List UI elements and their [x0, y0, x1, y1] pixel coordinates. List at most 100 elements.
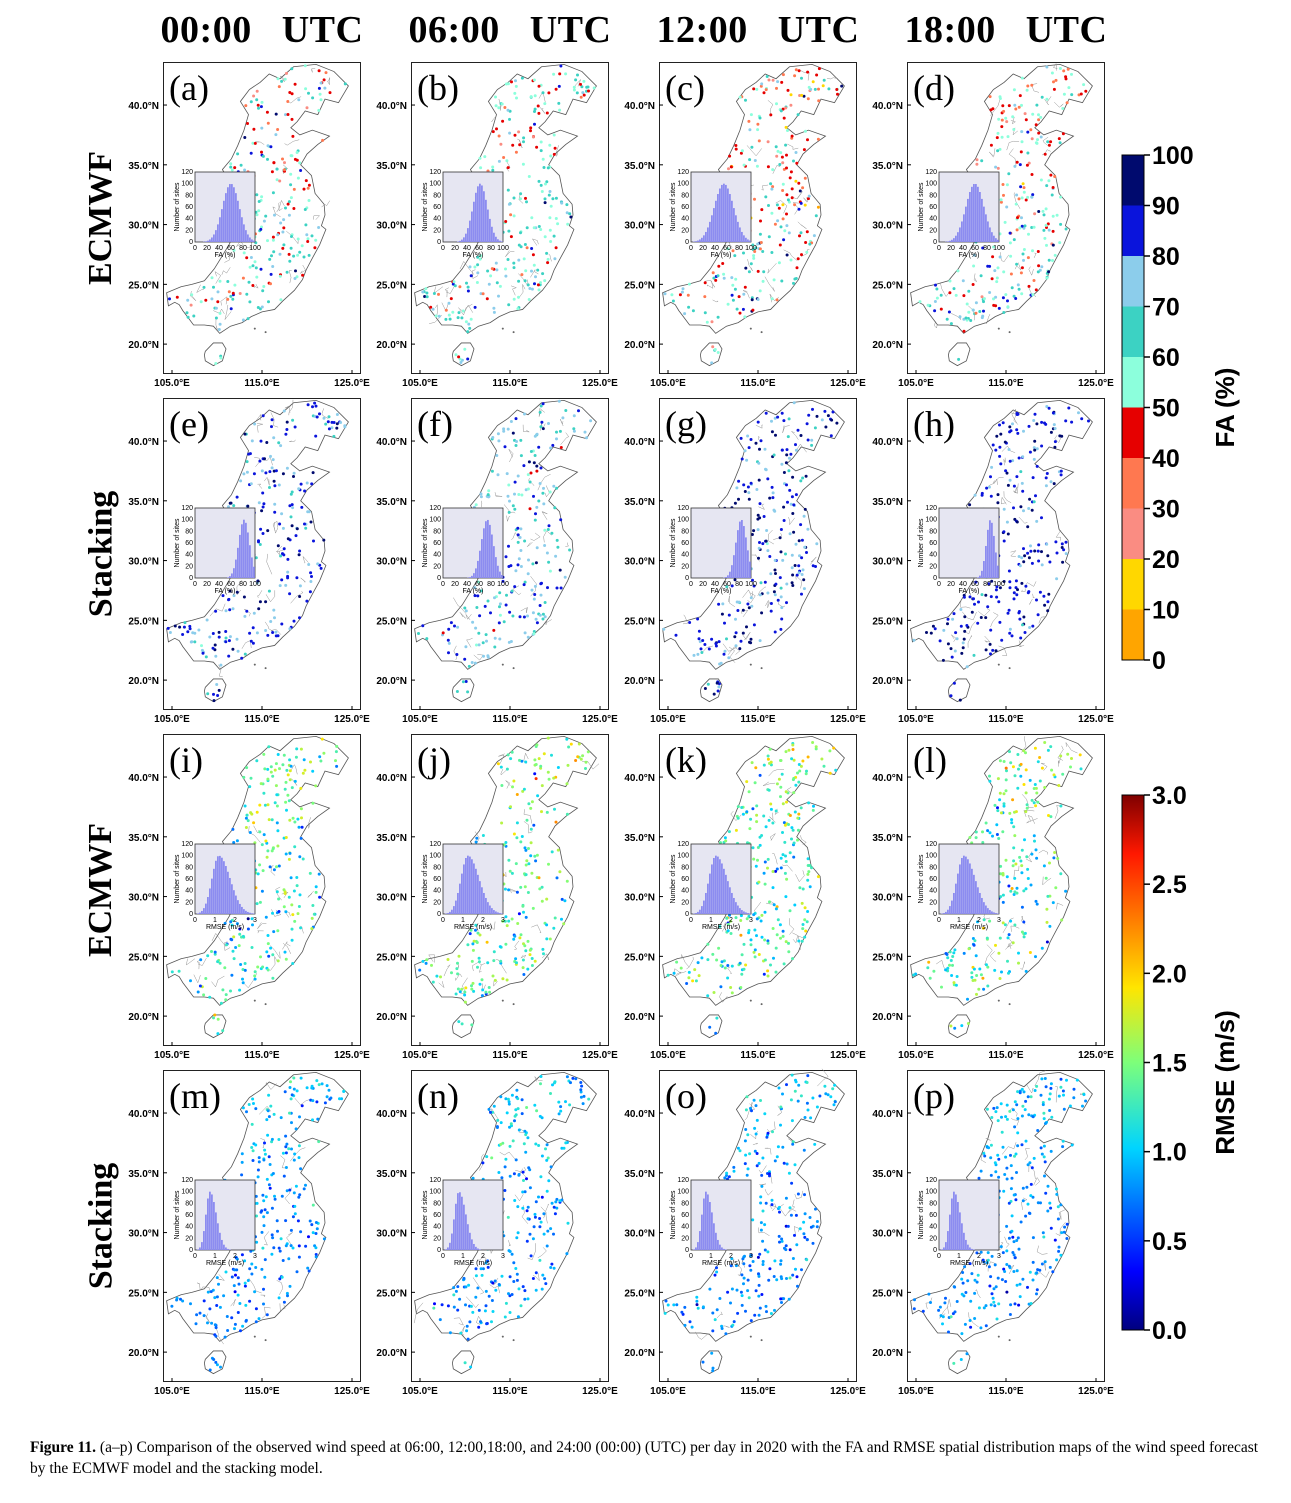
station-dot — [989, 108, 993, 112]
station-dot — [513, 1119, 516, 1123]
station-dot — [539, 404, 543, 408]
station-dot — [258, 830, 262, 834]
station-dot — [986, 829, 990, 833]
station-dot — [480, 994, 484, 998]
station-dot — [781, 182, 785, 186]
station-dot — [798, 189, 802, 193]
station-dot — [466, 690, 470, 694]
station-dot — [792, 855, 796, 859]
station-dot — [519, 549, 523, 552]
station-dot — [460, 987, 464, 991]
histogram-bar — [201, 1242, 203, 1250]
histogram-bar — [221, 1239, 223, 1250]
station-dot — [1008, 627, 1012, 631]
histogram-bar — [249, 237, 251, 242]
map-frame — [659, 398, 857, 710]
station-dot — [707, 647, 711, 651]
station-dot — [783, 871, 787, 875]
station-dot — [1056, 857, 1060, 860]
boundary-line — [518, 284, 526, 299]
histogram-xtick: 20 — [203, 581, 211, 588]
station-dot — [748, 128, 752, 132]
histogram-bar — [245, 910, 247, 914]
station-dot — [518, 615, 522, 619]
station-dot — [556, 766, 560, 769]
station-dot — [189, 979, 192, 983]
station-dot — [777, 206, 781, 210]
station-dot — [766, 866, 769, 870]
lat-label: 25.0°N — [376, 952, 407, 963]
station-dot — [534, 777, 538, 781]
station-dot — [526, 939, 530, 943]
station-dot — [790, 581, 794, 585]
station-dot — [1019, 774, 1023, 778]
station-dot — [282, 1300, 286, 1304]
station-dot — [787, 417, 791, 421]
station-dot — [559, 1105, 563, 1109]
station-dot — [733, 578, 737, 582]
lat-label: 25.0°N — [376, 1288, 407, 1299]
station-dot — [790, 837, 793, 841]
histogram-ytick: 80 — [185, 864, 193, 871]
station-dot — [1002, 109, 1006, 113]
station-dot — [1011, 798, 1015, 802]
boundary-line — [560, 432, 570, 445]
station-dot — [730, 991, 734, 995]
boundary-line — [792, 932, 798, 944]
station-dot — [552, 234, 556, 238]
hainan-outline — [947, 1014, 971, 1039]
map-panel-graphic: (f)40.0°N35.0°N30.0°N25.0°N20.0°N105.0°E… — [376, 398, 618, 725]
station-dot — [796, 771, 799, 775]
station-dot — [305, 481, 309, 485]
station-dot — [278, 1249, 282, 1253]
station-dot — [274, 469, 278, 473]
station-dot — [1040, 265, 1044, 269]
station-dot — [487, 489, 491, 493]
station-dot — [796, 828, 800, 832]
station-dot — [524, 760, 528, 764]
station-dot — [781, 929, 785, 933]
station-dot — [749, 113, 753, 117]
histogram-bar — [707, 227, 709, 242]
lon-label: 105.0°E — [154, 1386, 190, 1397]
station-dot — [248, 831, 252, 834]
station-dot — [998, 936, 1002, 940]
station-dot — [241, 1106, 245, 1110]
boundary-line — [556, 145, 559, 157]
station-dot — [282, 753, 286, 757]
station-dot — [279, 554, 283, 558]
boundary-line — [260, 1294, 266, 1298]
station-dot — [281, 230, 285, 234]
station-dot — [722, 959, 726, 963]
histogram-bar — [709, 873, 711, 914]
station-dot — [284, 1166, 288, 1169]
station-dot — [763, 938, 767, 942]
station-dot — [996, 266, 1000, 270]
map-panel: (k) 40.0°N 35.0°N 30.0°N 25.0°N 20.0°N 105.0°E… — [624, 734, 866, 1066]
station-dot — [269, 620, 273, 623]
station-dot — [1084, 89, 1088, 93]
station-dot — [759, 439, 763, 443]
station-dot — [717, 640, 721, 644]
station-dot — [1011, 864, 1015, 868]
station-dot — [939, 307, 943, 311]
station-dot — [968, 503, 972, 507]
station-dot — [1066, 752, 1070, 756]
station-dot — [509, 235, 513, 239]
station-dot — [790, 826, 794, 830]
station-dot — [737, 479, 741, 483]
station-dot — [1001, 900, 1005, 904]
station-dot — [555, 586, 559, 590]
boundary-line — [308, 817, 311, 829]
lon-label: 105.0°E — [154, 1050, 190, 1061]
lat-label: 40.0°N — [128, 773, 159, 784]
station-dot — [767, 204, 770, 207]
boundary-line — [993, 477, 1004, 484]
station-dot — [529, 841, 533, 845]
station-dot — [757, 478, 761, 482]
station-dot — [1058, 241, 1062, 245]
station-dot — [1044, 476, 1048, 480]
station-dot — [1045, 184, 1049, 188]
station-dot — [270, 1233, 274, 1237]
station-dot — [776, 219, 780, 223]
